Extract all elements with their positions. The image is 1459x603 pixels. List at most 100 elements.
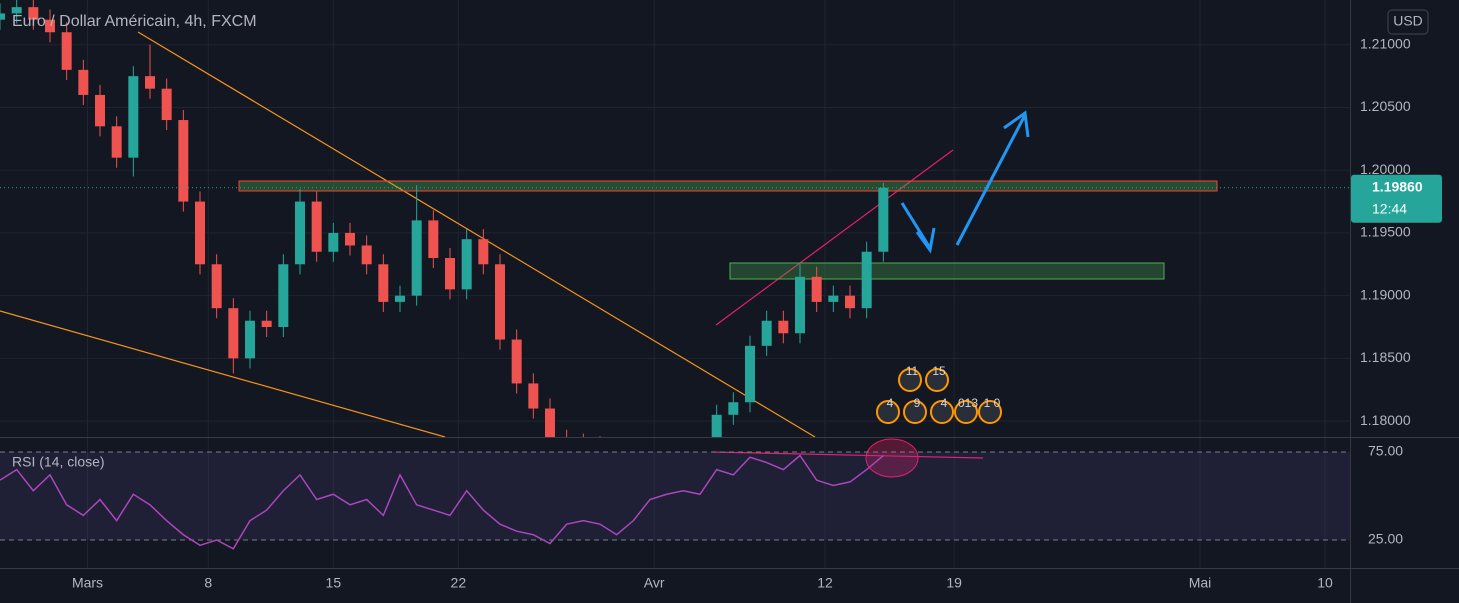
candle-body [61, 32, 72, 70]
candle-body [811, 276, 822, 302]
event-label: 11 [906, 364, 919, 378]
event-label: 4 [941, 396, 948, 410]
candle-body [278, 264, 289, 327]
y-tick-label: 1.19500 [1360, 224, 1411, 240]
candle-body [745, 345, 755, 403]
candle-body [411, 220, 422, 296]
x-tick-label: Mai [1189, 575, 1212, 591]
arrow-down [900, 202, 932, 249]
candle-body [728, 402, 739, 415]
candle-body [528, 383, 539, 409]
candle-body [778, 320, 789, 334]
candle-body [428, 220, 439, 259]
event-label: 4 [887, 396, 894, 410]
trend-line [0, 310, 446, 437]
y-tick-label: 1.19000 [1360, 286, 1411, 302]
x-tick-label: 10 [1317, 575, 1333, 591]
rsi-pane [0, 438, 1350, 550]
arrow-head [1003, 110, 1030, 138]
currency-box[interactable] [1387, 9, 1429, 35]
x-tick-label: Avr [644, 575, 665, 591]
candle-body [711, 414, 722, 437]
support-zone [729, 262, 1165, 280]
candle-body [761, 320, 772, 346]
y-tick-label: 1.18000 [1360, 412, 1411, 428]
price-pane: 11 15 4 9 4 013 1 0 [0, 0, 1350, 437]
candle-body [311, 201, 322, 252]
candle-body [178, 120, 189, 202]
rsi-title: RSI (14, close) [12, 454, 105, 470]
candle-body [795, 276, 805, 334]
event-badge [898, 368, 922, 392]
y-tick-label: 1.20000 [1360, 161, 1411, 177]
candle-body [245, 320, 255, 359]
event-badge [954, 400, 978, 424]
candle-body [261, 320, 272, 327]
chart-title: Euro / Dollar Américain, 4h, FXCM [12, 13, 257, 30]
candle-body [395, 295, 405, 302]
candle-body [345, 232, 355, 246]
candle-body [228, 308, 239, 359]
y-tick-label: 75.00 [1368, 443, 1403, 459]
candle-body [145, 76, 155, 89]
event-badge [930, 400, 954, 424]
event-badge [903, 400, 927, 424]
x-tick-label: 15 [326, 575, 342, 591]
channel-line [715, 149, 954, 326]
candle-body [195, 201, 205, 265]
candle-body [828, 295, 839, 302]
arrow-up [955, 114, 1027, 246]
candle-body [511, 339, 522, 384]
candle-body [445, 258, 455, 290]
x-tick-label: 22 [451, 575, 467, 591]
candle-body [461, 239, 472, 290]
x-tick-label: 12 [817, 575, 833, 591]
event-badge [978, 400, 1002, 424]
trend-line [137, 31, 816, 437]
arrow-head [915, 227, 936, 254]
resistance-zone [238, 180, 1218, 192]
rsi-line [0, 454, 884, 550]
y-tick-label: 1.21000 [1360, 35, 1411, 51]
currency[interactable]: USD [1393, 13, 1423, 29]
candle-body [845, 295, 855, 309]
candle-body [128, 76, 139, 158]
price-tag-label: 1.19860 [1372, 178, 1423, 194]
x-tick-label: Mars [72, 575, 103, 591]
highlight [865, 438, 919, 478]
event-label: 9 [914, 396, 921, 410]
event-badge [876, 400, 900, 424]
candle-body [878, 187, 889, 252]
candle-body [495, 264, 505, 340]
candle-body [295, 201, 305, 265]
event-label: 013 [958, 396, 978, 410]
candle-body [0, 13, 5, 20]
event-label: 15 [932, 364, 946, 378]
y-tick-label: 1.20500 [1360, 98, 1411, 114]
candle-body [361, 245, 372, 265]
price-tag [1351, 174, 1442, 223]
candle-body [11, 7, 22, 14]
candle-body [211, 264, 222, 309]
y-tick-label: 1.18500 [1360, 349, 1411, 365]
x-tick-label: 19 [946, 575, 962, 591]
candle-body [861, 251, 872, 309]
candle-body [161, 88, 172, 121]
candle-body [545, 408, 555, 437]
y-tick-label: 25.00 [1368, 531, 1403, 547]
candle-body [378, 264, 389, 302]
candle-body [478, 239, 489, 265]
candle-body [45, 19, 55, 33]
rsi-band [0, 451, 1350, 541]
candle-body [28, 7, 39, 20]
x-tick-label: 8 [204, 575, 212, 591]
event-label: 1 0 [984, 396, 1001, 410]
divergence-line [711, 451, 984, 459]
event-badge [925, 368, 949, 392]
candle-body [111, 126, 122, 158]
candle-body [78, 69, 89, 95]
countdown: 12:44 [1372, 200, 1407, 216]
